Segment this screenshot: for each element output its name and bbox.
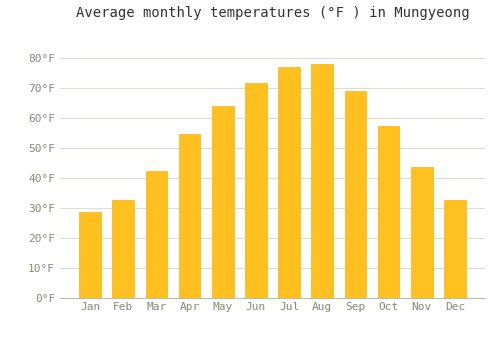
Bar <box>212 106 234 298</box>
Title: Average monthly temperatures (°F ) in Mungyeong: Average monthly temperatures (°F ) in Mu… <box>76 6 469 20</box>
Bar <box>245 83 266 298</box>
Bar <box>80 212 101 298</box>
Bar <box>344 91 366 298</box>
Bar <box>278 67 300 298</box>
Bar <box>312 64 333 298</box>
Bar <box>179 134 201 298</box>
Bar <box>112 200 134 298</box>
Bar <box>378 126 400 298</box>
Bar <box>146 171 167 298</box>
Bar <box>411 167 432 298</box>
Bar <box>444 200 466 298</box>
